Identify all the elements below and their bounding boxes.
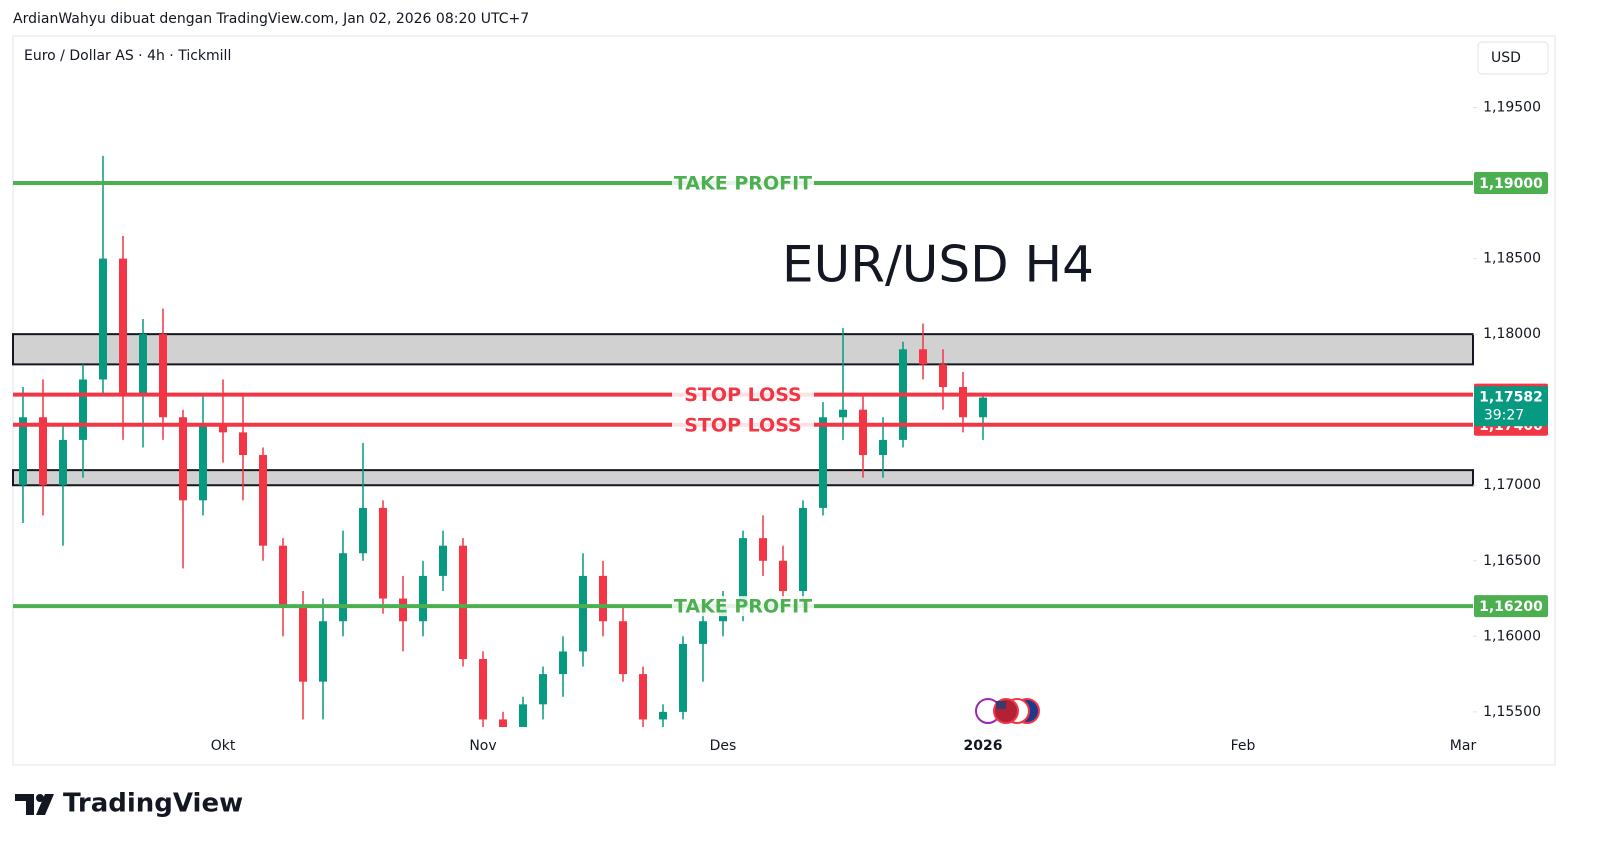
candle-body (379, 507, 387, 599)
candle-body (239, 432, 247, 456)
candle-body (739, 538, 747, 607)
candle-body (699, 621, 707, 644)
candle-body (959, 387, 967, 418)
candle-body (639, 674, 647, 720)
brand-logo (15, 794, 54, 815)
candle-body (39, 417, 47, 486)
candle-body (179, 417, 187, 501)
candle-body (259, 455, 267, 546)
level-label-bg (672, 384, 814, 405)
candle-body (359, 507, 367, 554)
level-label-bg (672, 173, 814, 194)
candle-body (759, 538, 767, 561)
candle-body (99, 258, 107, 380)
candle-body (19, 417, 27, 486)
brand: TradingView (63, 789, 243, 819)
candle-body (519, 704, 527, 727)
currency[interactable]: USD (1491, 50, 1521, 66)
y-tick-label: 1,15500 (1483, 704, 1541, 720)
candle-body (299, 606, 307, 682)
y-tick-label: 1,16000 (1483, 628, 1541, 644)
zones (12, 333, 1474, 487)
candle-body (79, 379, 87, 440)
candle-body (459, 545, 467, 660)
price-badge (1474, 172, 1548, 195)
x-tick-label: Mar (1450, 738, 1477, 754)
candle-body (839, 409, 847, 418)
x-tick-label: Nov (469, 738, 496, 754)
zone (12, 333, 1474, 366)
candle-body (819, 417, 827, 508)
currency-button[interactable] (1477, 41, 1549, 75)
zone (12, 469, 1474, 487)
axes: Okt Nov Des 2026 Feb Mar 1,15500 1,16000 1,16500… (211, 100, 1548, 754)
y-tick-label: 1,19500 (1483, 100, 1541, 116)
candle-body (859, 409, 867, 456)
candle-body (399, 598, 407, 622)
candle-body (979, 397, 987, 418)
x-tick-label: Okt (211, 738, 236, 754)
x-tick-label: Des (710, 738, 737, 754)
candle-body (779, 560, 787, 592)
candle-body (879, 439, 887, 456)
level-label: STOP LOSS (684, 414, 801, 436)
level-label: STOP LOSS (684, 384, 801, 406)
chart-frame (12, 35, 1556, 766)
candle-body (919, 349, 927, 365)
candle-body (499, 719, 507, 727)
candle-body (139, 334, 147, 395)
chart-title: EUR/USD H4 (782, 236, 1094, 294)
countdown: 39:27 (1484, 407, 1524, 423)
level-label: TAKE PROFIT (674, 596, 812, 618)
candle-body (119, 258, 127, 395)
candle-body (799, 507, 807, 592)
caption: ArdianWahyu dibuat dengan TradingView.co… (13, 11, 529, 27)
level-label: TAKE PROFIT (674, 173, 812, 195)
candle-body (159, 334, 167, 418)
candle-body (619, 621, 627, 675)
price-badge (1474, 595, 1548, 618)
y-tick-label: 1,17000 (1483, 477, 1541, 493)
candle-body (419, 575, 427, 622)
candle-body (559, 651, 567, 675)
y-tick-label: 1,18500 (1483, 251, 1541, 267)
candles (19, 155, 987, 727)
candle-body (479, 659, 487, 720)
candle-body (579, 575, 587, 652)
price-badge-label: 1,16200 (1479, 599, 1543, 615)
candle-body (279, 545, 287, 607)
y-tick-label: 1,18000 (1483, 326, 1541, 342)
symbol: Euro / Dollar AS · 4h · Tickmill (24, 48, 231, 64)
candle-body (439, 545, 447, 576)
candle-body (599, 575, 607, 622)
candle-body (539, 674, 547, 705)
candle-body (339, 553, 347, 622)
x-tick-label: 2026 (964, 738, 1003, 754)
last-price-label: 1,17582 (1479, 389, 1543, 405)
levels: TAKE PROFIT STOP LOSS STOP LOSS TAKE PROFIT (13, 173, 1473, 618)
y-tick-label: 1,16500 (1483, 553, 1541, 569)
level-label-bg (672, 414, 814, 435)
candle-body (319, 621, 327, 682)
event-icons[interactable] (975, 698, 1040, 724)
candle-body (219, 424, 227, 433)
x-tick-label: Feb (1231, 738, 1256, 754)
level-label-bg (672, 596, 814, 617)
candle-body (939, 364, 947, 388)
last-price-badge (1474, 386, 1548, 427)
price-badge-label: 1,19000 (1479, 176, 1543, 192)
candle-body (199, 424, 207, 501)
flag-canton (996, 701, 1006, 709)
candle-body (659, 711, 667, 720)
candle-body (679, 643, 687, 712)
candle-body (59, 439, 67, 486)
